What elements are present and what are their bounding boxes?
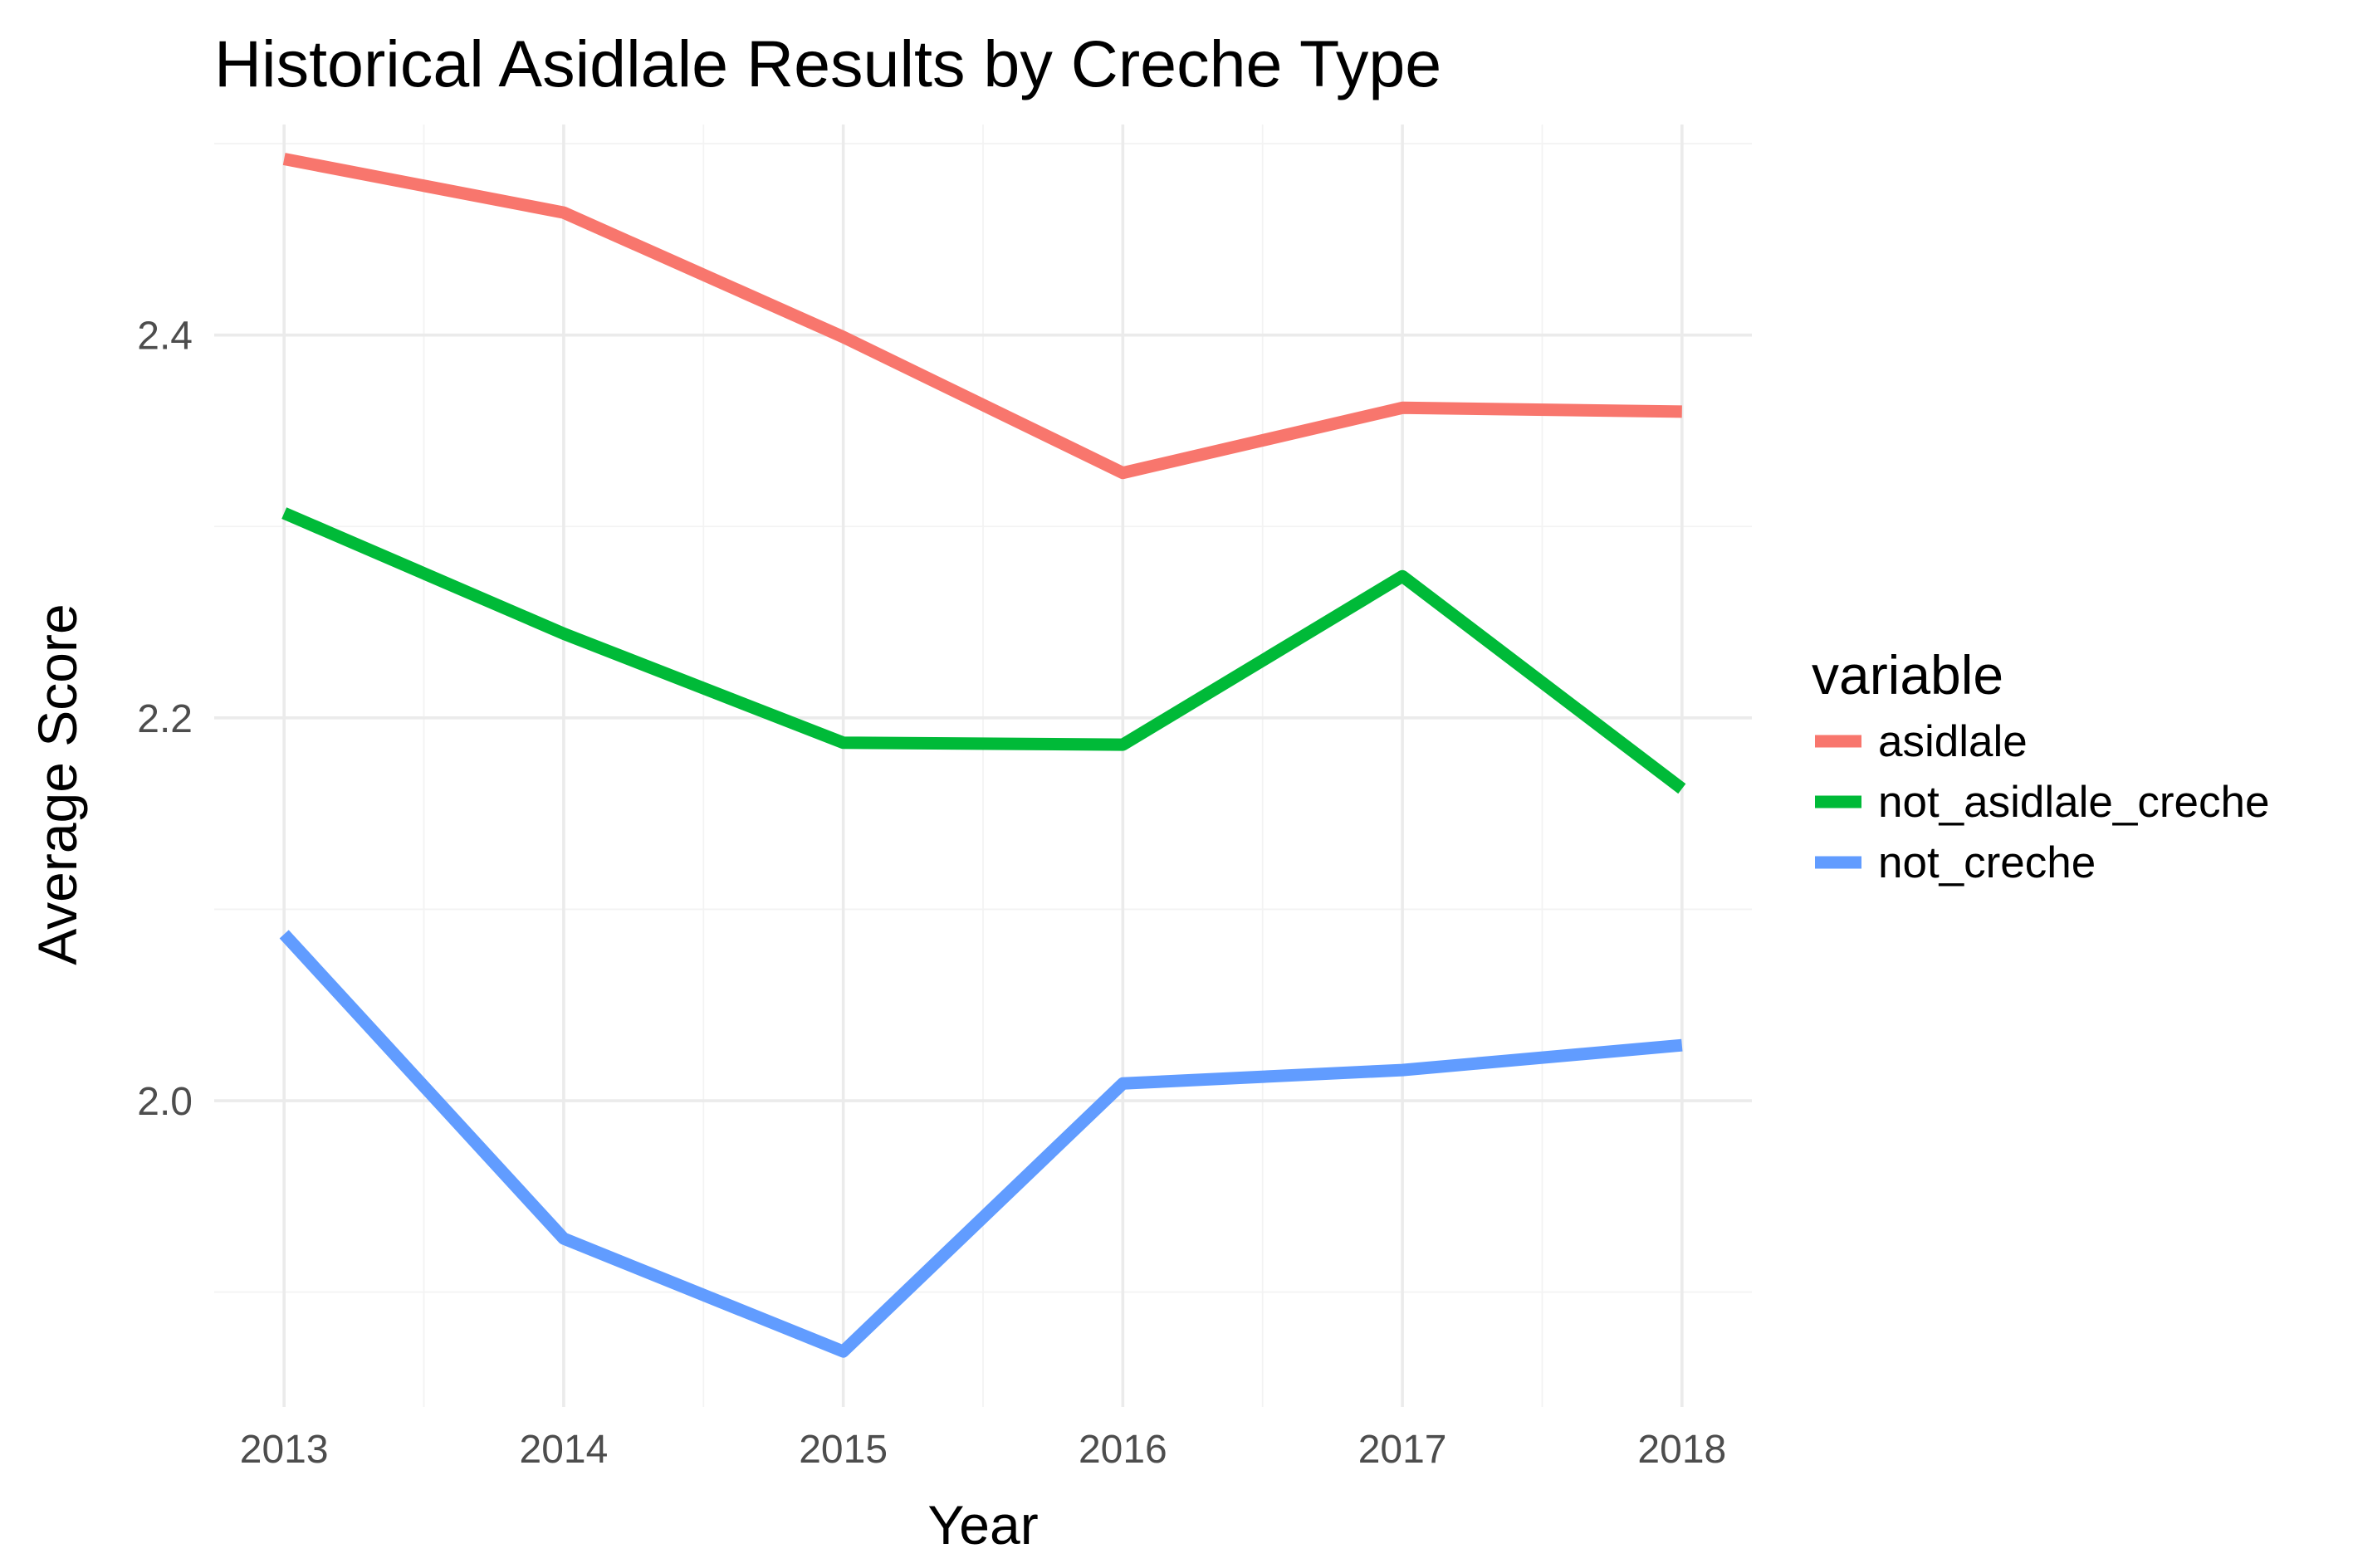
x-tick-label: 2013 [240,1428,329,1472]
series-line-asidlale [282,153,1682,480]
legend-label: not_creche [1878,838,2096,887]
x-tick-label: 2014 [520,1428,609,1472]
x-axis-title: Year [927,1494,1038,1556]
legend-label: asidlale [1878,717,2028,766]
legend: variable asidlale not_asidlale_creche not_… [1812,644,2269,887]
chart-title: Historical Asidlale Results by Creche Ty… [214,27,1441,100]
y-axis-title: Average Score [27,603,88,965]
x-tick-label: 2016 [1079,1428,1167,1472]
series-lines [279,153,1686,1358]
legend-label: not_asidlale_creche [1878,778,2269,827]
y-tick-label: 2.0 [137,1080,193,1124]
x-tick-label: 2018 [1637,1428,1726,1472]
series-line-not-asidlale-creche [281,507,1686,794]
y-axis-ticks: 2.0 2.2 2.4 [137,315,193,1124]
legend-items: asidlale not_asidlale_creche not_creche [1815,717,2269,887]
x-tick-label: 2017 [1358,1428,1447,1472]
y-tick-label: 2.2 [137,697,193,741]
y-tick-label: 2.4 [137,315,193,359]
minor-gridlines [214,125,1752,1407]
series-line-not-creche [279,930,1683,1358]
legend-title: variable [1812,644,2003,706]
x-axis-ticks: 2013 2014 2015 2016 2017 2018 [240,1428,1726,1472]
x-tick-label: 2015 [799,1428,888,1472]
